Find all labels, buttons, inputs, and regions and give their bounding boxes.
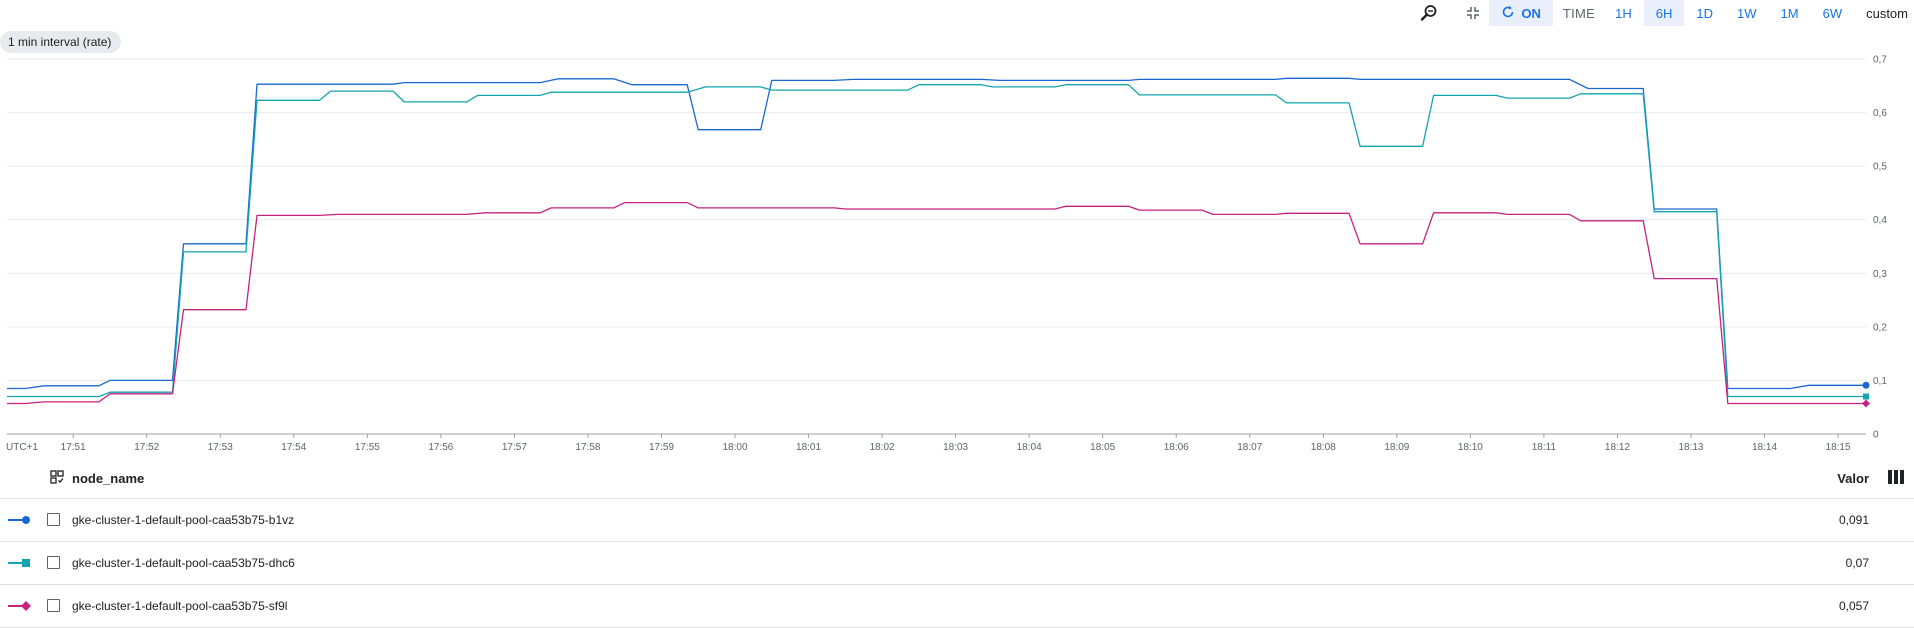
x-tick-label: 18:12: [1605, 442, 1630, 453]
series-end-markers: [1862, 381, 1870, 408]
series-marker-square-icon: [8, 556, 32, 574]
x-tick-label: 18:02: [870, 442, 895, 453]
row-checkbox[interactable]: [47, 556, 60, 569]
x-tick-label: 18:04: [1017, 442, 1042, 453]
x-tick-label: 17:58: [575, 442, 600, 453]
x-tick-label: 18:06: [1164, 442, 1189, 453]
collapse-icon[interactable]: [1457, 0, 1489, 26]
x-tick-label: 17:51: [61, 442, 86, 453]
x-tick-label: 18:01: [796, 442, 821, 453]
range-6w-button[interactable]: 6W: [1822, 5, 1843, 21]
range-custom-button[interactable]: custom: [1866, 5, 1908, 21]
x-tick-label: 18:14: [1752, 442, 1777, 453]
series-line: [7, 201, 1866, 405]
series-marker-circle-icon: [8, 513, 32, 531]
interval-chip[interactable]: 1 min interval (rate): [0, 31, 122, 53]
group-by-icon[interactable]: [50, 470, 64, 489]
series-end-marker: [1862, 381, 1870, 389]
y-tick-label: 0,7: [1873, 55, 1887, 66]
refresh-icon: [1501, 5, 1515, 22]
columns-icon[interactable]: [1888, 470, 1904, 489]
grid-lines: [7, 58, 1866, 435]
auto-refresh-toggle[interactable]: ON: [1489, 0, 1553, 26]
value-header[interactable]: Valor: [1837, 470, 1869, 486]
range-1h-button[interactable]: 1H: [1615, 5, 1632, 21]
series-line: [7, 77, 1866, 390]
legend-row[interactable]: gke-cluster-1-default-pool-caa53b75-dhc6…: [0, 542, 1914, 585]
x-tick-label: 17:56: [428, 442, 453, 453]
series-end-marker: [1863, 393, 1869, 400]
line-chart[interactable]: 0 0,1 0,2 0,3 0,4 0,5 0,6 0,7 UTC+1 17:51 17:52 17…: [0, 48, 1914, 456]
series-end-marker: [1862, 399, 1870, 408]
y-tick-label: 0,6: [1873, 108, 1887, 119]
x-tick-label: 18:03: [943, 442, 968, 453]
series-value: 0,091: [1838, 513, 1869, 527]
x-tick-label: 18:13: [1678, 442, 1703, 453]
y-tick-label: 0: [1873, 430, 1879, 441]
row-checkbox[interactable]: [47, 513, 60, 526]
row-checkbox[interactable]: [47, 599, 60, 612]
series-line: [7, 84, 1866, 398]
y-axis: 0 0,1 0,2 0,3 0,4 0,5 0,6 0,7: [1873, 55, 1887, 441]
y-tick-label: 0,5: [1873, 162, 1887, 173]
range-1d-button[interactable]: 1D: [1696, 5, 1714, 21]
legend-row[interactable]: gke-cluster-1-default-pool-caa53b75-sf9l…: [0, 585, 1914, 628]
x-tick-label: 18:07: [1237, 442, 1262, 453]
x-tick-label: 17:55: [355, 442, 380, 453]
series-lines: [7, 77, 1866, 405]
x-tick-label: 17:59: [649, 442, 674, 453]
x-axis: UTC+1 17:51 17:52 17:53 17:54 17:55 17:56 17:57…: [6, 434, 1851, 453]
x-tick-label: 18:08: [1311, 442, 1336, 453]
y-tick-label: 0,3: [1873, 269, 1887, 280]
x-tick-label: 17:54: [281, 442, 306, 453]
auto-refresh-label: ON: [1521, 5, 1541, 21]
legend-header: node_name Valor: [0, 458, 1914, 499]
x-tick-label: 18:15: [1826, 442, 1851, 453]
x-tick-label: 18:10: [1458, 442, 1483, 453]
range-6h-button[interactable]: 6H: [1643, 0, 1685, 26]
legend-table: node_name Valor gke-cluster-1-default-po…: [0, 458, 1914, 628]
range-1w-button[interactable]: 1W: [1737, 5, 1757, 21]
timezone-label: UTC+1: [6, 442, 38, 453]
node-name-header[interactable]: node_name: [72, 470, 145, 486]
series-name: gke-cluster-1-default-pool-caa53b75-dhc6: [72, 556, 295, 570]
x-tick-label: 18:11: [1532, 442, 1557, 453]
x-tick-label: 17:53: [208, 442, 233, 453]
zoom-reset-icon[interactable]: [1413, 0, 1445, 26]
x-tick-label: 17:57: [502, 442, 527, 453]
series-value: 0,07: [1845, 556, 1869, 570]
x-tick-label: 18:00: [722, 442, 747, 453]
series-name: gke-cluster-1-default-pool-caa53b75-b1vz: [72, 513, 295, 527]
legend-row[interactable]: gke-cluster-1-default-pool-caa53b75-b1vz…: [0, 499, 1914, 542]
x-tick-label: 18:09: [1384, 442, 1409, 453]
series-name: gke-cluster-1-default-pool-caa53b75-sf9l: [72, 599, 288, 613]
y-tick-label: 0,4: [1873, 215, 1887, 226]
range-1m-button[interactable]: 1M: [1780, 5, 1799, 21]
series-value: 0,057: [1838, 599, 1869, 613]
y-tick-label: 0,2: [1873, 322, 1887, 333]
chart-toolbar: ON TIME 1H 6H 1D 1W 1M 6W custom: [1413, 0, 1914, 26]
series-marker-diamond-icon: [8, 599, 32, 617]
x-tick-label: 18:05: [1090, 442, 1115, 453]
x-tick-label: 17:52: [134, 442, 159, 453]
y-tick-label: 0,1: [1873, 376, 1887, 387]
time-label: TIME: [1562, 5, 1596, 21]
